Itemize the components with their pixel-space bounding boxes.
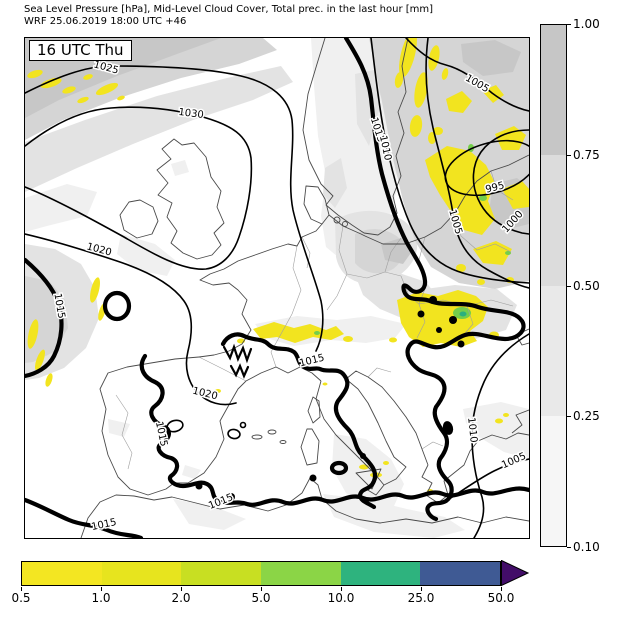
precip-colorbar-tick-label: 2.0 [171,591,191,605]
pressure-contours-bold-1015 [25,38,529,538]
precip-colorbar-tick-label: 0.5 [11,591,31,605]
cloud-colorbar-segment [541,285,566,416]
precip-colorbar-tick-label: 5.0 [251,591,271,605]
cloud-colorbar-tick-label: 0.75 [573,147,600,162]
pressure-contour-blobs [195,296,465,501]
cloud-colorbar-tick [567,547,571,548]
contour-label: 1010 [465,417,479,443]
cloud-colorbar [540,24,567,547]
precip-colorbar-tick [101,587,102,591]
precip-colorbar-tick-label: 1.0 [91,591,111,605]
cloud-colorbar-tick-label: 0.25 [573,409,600,424]
precip-colorbar-tick-label: 10.0 [327,591,355,605]
pressure-contours-thin [25,38,529,538]
precip-colorbar-segment [181,562,262,585]
contour-label: 1030 [178,107,205,121]
precip-colorbar-tick [21,587,22,591]
precip-colorbar-tick [261,587,262,591]
contour-label: 1015 [153,420,169,447]
cloud-colorbar-tick [567,24,571,25]
precip-colorbar-segment [340,562,421,585]
cloud-colorbar-tick-label: 0.50 [573,278,600,293]
cloud-colorbar-tick [567,285,571,287]
precip-colorbar-tick-label: 50.0 [487,591,515,605]
chart-subtitle: WRF 25.06.2019 18:00 UTC +46 [24,16,187,27]
precip-colorbar-segment [420,562,501,585]
cloud-colorbar-segment [541,415,566,546]
time-label-box: 16 UTC Thu [29,40,132,61]
coastlines [80,38,529,538]
contour-label: 1020 [85,241,112,258]
weather-map-svg: 1025103010201015102010151015101510101005… [25,38,529,538]
precip-colorbar-segment [261,562,341,585]
contour-label: 1010 [377,134,393,161]
precip-colorbar-tick [421,587,422,591]
precip-colorbar [21,561,501,586]
precip-colorbar-tick [501,587,502,591]
cloud-colorbar-tick-label: 1.00 [573,17,600,31]
precip-colorbar-tick-label: 25.0 [407,591,435,605]
cloud-colorbar-segment [541,155,566,286]
contour-label: 1020 [191,386,218,403]
cloud-colorbar-segment [541,25,566,156]
precip-teal-layer [459,311,467,317]
precip-colorbar-segment [101,562,182,585]
precip-colorbar-overflow-arrow [501,560,530,587]
cloud-colorbar-tick [567,154,571,156]
precip-colorbar-tick [181,587,182,591]
precip-colorbar-segment [22,562,102,585]
cloud-colorbar-tick-label: 0.10 [573,540,600,554]
cloud-colorbar-tick [567,416,571,418]
map-panel: 1025 1030 1020 1015 1020 1015 1015 1015 1010 1005… [24,37,530,539]
precip-colorbar-tick [341,587,342,591]
chart-title: Sea Level Pressure [hPa], Mid-Level Clou… [24,4,434,15]
